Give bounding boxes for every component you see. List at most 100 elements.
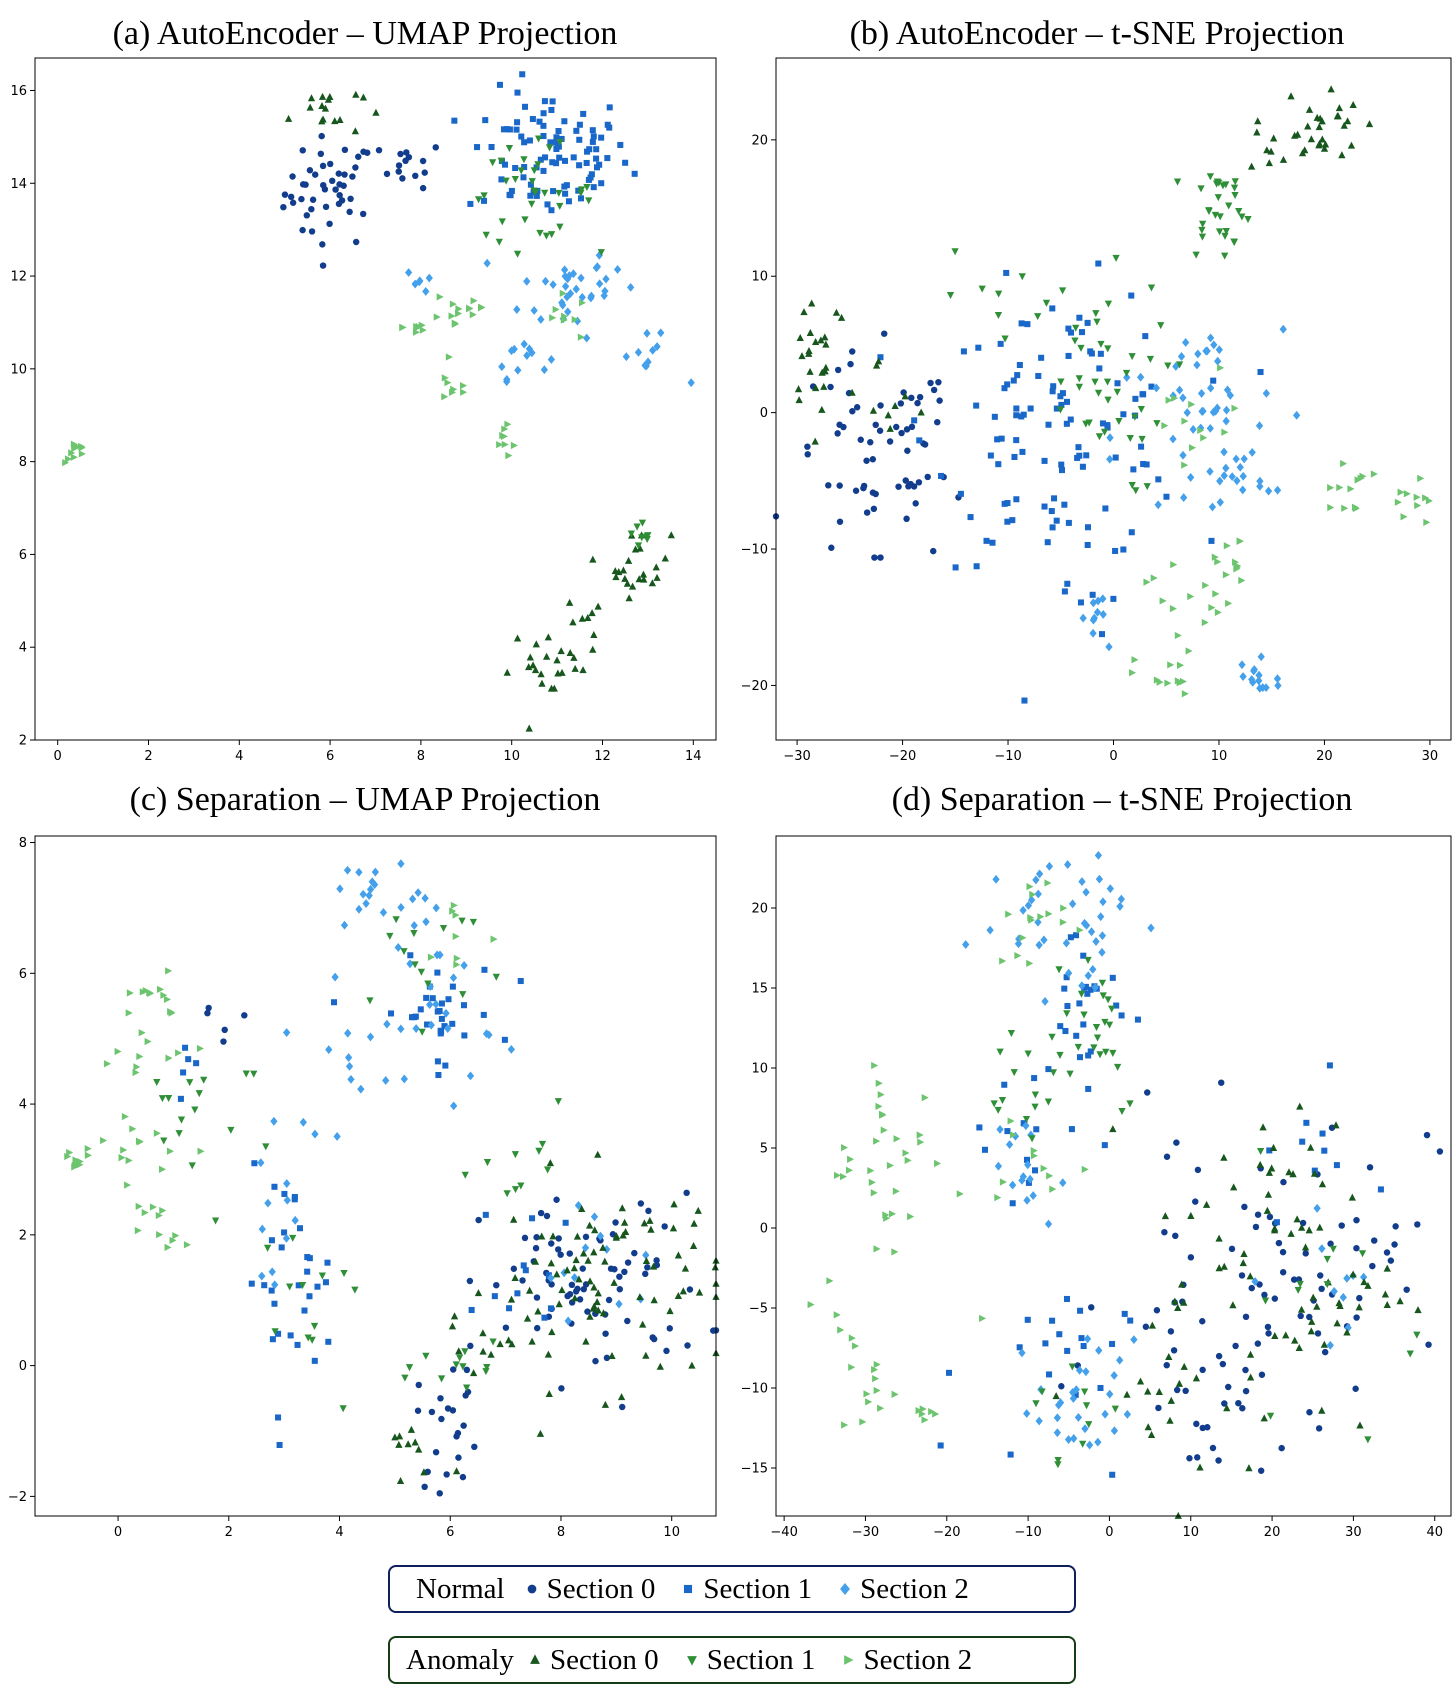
point-normal_s0 (825, 482, 832, 489)
point-anomaly_s2 (865, 1398, 873, 1406)
point-normal_s1 (549, 159, 556, 166)
point-normal_s0 (804, 443, 811, 450)
x-tick-label: 12 (594, 749, 611, 764)
point-normal_s0 (375, 146, 383, 154)
point-anomaly_s0 (872, 361, 881, 369)
point-normal_s1 (1089, 591, 1096, 598)
point-normal_s2 (1147, 923, 1155, 933)
point-normal_s2 (444, 1024, 452, 1033)
y-tick-label: 14 (10, 177, 27, 192)
point-normal_s2 (1194, 349, 1202, 359)
point-normal_s1 (1130, 466, 1137, 473)
point-anomaly_s0 (1297, 1305, 1306, 1313)
point-anomaly_s0 (1396, 1297, 1404, 1305)
point-normal_s1 (1009, 517, 1016, 524)
point-anomaly_s0 (1259, 1123, 1267, 1131)
point-normal_s1 (1013, 405, 1020, 412)
point-anomaly_s0 (1270, 134, 1278, 142)
point-normal_s1 (548, 106, 555, 113)
point-normal_s1 (514, 1290, 521, 1297)
point-normal_s1 (562, 190, 569, 197)
point-normal_s1 (583, 159, 590, 166)
point-normal_s0 (869, 456, 877, 463)
point-normal_s0 (319, 162, 327, 170)
point-normal_s0 (1353, 1314, 1360, 1321)
point-normal_s2 (1206, 423, 1214, 433)
point-anomaly_s1 (495, 238, 503, 246)
point-anomaly_s0 (650, 1296, 658, 1304)
point-anomaly_s2 (149, 1203, 157, 1211)
point-anomaly_s2 (1171, 394, 1179, 402)
point-normal_s1 (540, 110, 547, 117)
point-normal_s2 (1180, 493, 1188, 502)
point-anomaly_s0 (336, 115, 344, 124)
x-tick-label: −20 (889, 749, 916, 764)
point-normal_s0 (1353, 1244, 1360, 1252)
point-normal_s1 (596, 161, 603, 168)
point-anomaly_s0 (869, 406, 878, 414)
point-anomaly_s0 (649, 1262, 658, 1270)
point-normal_s0 (355, 153, 362, 160)
point-normal_s1 (1266, 1147, 1273, 1154)
point-anomaly_s0 (572, 1256, 580, 1264)
point-normal_s0 (1209, 1444, 1217, 1452)
point-anomaly_s2 (873, 1386, 881, 1395)
point-normal_s1 (1063, 420, 1070, 427)
point-anomaly_s1 (459, 991, 467, 999)
point-normal_s2 (503, 377, 511, 387)
point-normal_s1 (1024, 321, 1031, 328)
point-normal_s1 (1088, 350, 1095, 357)
point-anomaly_s2 (197, 1147, 205, 1155)
point-normal_s1 (1080, 952, 1087, 959)
point-normal_s1 (553, 145, 560, 153)
point-anomaly_s0 (395, 1440, 403, 1448)
point-normal_s2 (1065, 968, 1073, 978)
point-normal_s0 (533, 1294, 541, 1301)
point-normal_s1 (481, 966, 488, 973)
legend-marker-shape (684, 1584, 693, 1594)
point-anomaly_s2 (1014, 952, 1022, 960)
point-normal_s0 (1265, 1330, 1272, 1337)
point-normal_s2 (422, 917, 430, 927)
point-normal_s2 (994, 1161, 1003, 1171)
point-anomaly_s0 (526, 653, 534, 661)
point-normal_s0 (449, 1366, 457, 1373)
point-normal_s2 (1059, 1178, 1067, 1188)
point-anomaly_s1 (1323, 1281, 1331, 1289)
point-normal_s0 (579, 1265, 586, 1272)
point-normal_s1 (1073, 1032, 1080, 1039)
point-anomaly_s2 (499, 431, 507, 440)
y-tick-label: −15 (741, 1462, 768, 1477)
point-normal_s1 (1128, 529, 1135, 536)
point-normal_s2 (1080, 918, 1089, 928)
point-anomaly_s2 (1214, 608, 1222, 616)
point-normal_s0 (1192, 1198, 1199, 1205)
point-anomaly_s0 (1285, 1168, 1293, 1176)
point-anomaly_s1 (437, 1375, 446, 1383)
point-normal_s0 (872, 421, 879, 429)
point-normal_s2 (1169, 434, 1177, 444)
point-normal_s1 (1073, 932, 1080, 939)
point-anomaly_s0 (589, 555, 597, 563)
point-anomaly_s0 (1260, 1414, 1268, 1422)
point-anomaly_s1 (556, 138, 564, 146)
point-normal_s2 (540, 365, 548, 375)
point-anomaly_s2 (1187, 592, 1195, 601)
x-tick-label: 40 (1426, 1525, 1443, 1540)
point-normal_s2 (283, 1195, 291, 1205)
point-anomaly_s1 (520, 156, 528, 164)
point-normal_s1 (518, 133, 525, 140)
point-normal_s2 (600, 291, 608, 301)
point-anomaly_s2 (100, 1136, 108, 1145)
point-normal_s1 (1018, 413, 1025, 420)
point-normal_s2 (1029, 1191, 1037, 1201)
point-anomaly_s0 (549, 1232, 557, 1240)
point-anomaly_s2 (571, 315, 579, 324)
point-anomaly_s2 (834, 1171, 842, 1180)
point-normal_s1 (185, 1056, 192, 1063)
point-anomaly_s0 (711, 1263, 719, 1271)
point-anomaly_s2 (871, 1061, 879, 1070)
point-normal_s1 (1049, 524, 1056, 531)
point-anomaly_s1 (994, 311, 1003, 319)
point-anomaly_s2 (68, 449, 76, 457)
